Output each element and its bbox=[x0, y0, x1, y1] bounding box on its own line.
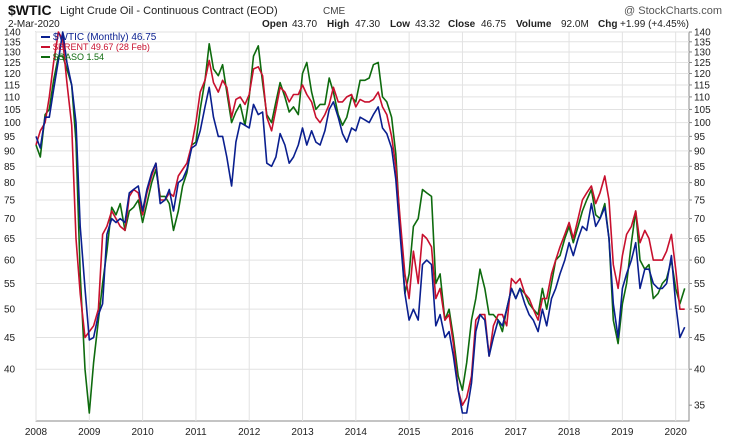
y-tick-left-label: 95 bbox=[4, 132, 16, 143]
legend-label-gaso: $GASO 1.54 bbox=[53, 52, 104, 62]
y-tick-right-label: 105 bbox=[694, 105, 711, 116]
y-tick-left-label: 125 bbox=[4, 58, 21, 69]
y-tick-left-label: 85 bbox=[4, 162, 16, 173]
x-tick-label: 2014 bbox=[345, 427, 368, 438]
high-value: 47.30 bbox=[355, 19, 380, 30]
y-tick-right-label: 75 bbox=[694, 196, 706, 207]
x-axis: 2008 2009 2010 2011 2012 2013 2014 2015 2016 2017… bbox=[25, 427, 687, 438]
y-tick-right-label: 100 bbox=[694, 118, 711, 129]
y-tick-left-label: 45 bbox=[4, 333, 16, 344]
y-tick-right-label: 65 bbox=[694, 234, 706, 245]
x-tick-label: 2015 bbox=[398, 427, 421, 438]
x-tick-label: 2011 bbox=[185, 427, 207, 438]
close-label: Close bbox=[448, 19, 476, 30]
y-tick-right-label: 60 bbox=[694, 256, 706, 267]
plot-border bbox=[35, 31, 690, 422]
y-tick-right-label: 90 bbox=[694, 146, 706, 157]
y-tick-left-label: 105 bbox=[4, 105, 21, 116]
y-tick-left-label: 90 bbox=[4, 146, 16, 157]
y-tick-left-label: 60 bbox=[4, 256, 16, 267]
x-tick-label: 2020 bbox=[665, 427, 688, 438]
y-tick-left-label: 70 bbox=[4, 214, 16, 225]
x-tick-label: 2016 bbox=[451, 427, 474, 438]
legend-label-brent: $BRENT 49.67 (28 Feb) bbox=[53, 42, 150, 52]
y-tick-right-label: 125 bbox=[694, 58, 711, 69]
y-tick-right-label: 80 bbox=[694, 178, 706, 189]
y-tick-left-label: 100 bbox=[4, 118, 21, 129]
chg-label: Chg bbox=[598, 19, 617, 30]
y-tick-right-label: 135 bbox=[694, 37, 711, 48]
copyright: @ StockCharts.com bbox=[624, 5, 722, 17]
y-tick-right-label: 95 bbox=[694, 132, 706, 143]
y-tick-right-label: 70 bbox=[694, 214, 706, 225]
grid-lines bbox=[35, 31, 689, 421]
series-line-wtic bbox=[35, 31, 686, 414]
close-value: 46.75 bbox=[481, 19, 506, 30]
volume-label: Volume bbox=[516, 19, 552, 30]
x-tick-label: 2008 bbox=[25, 427, 48, 438]
plot-area: 4045505560657075808590951001051101151201… bbox=[4, 28, 711, 439]
legend-label-wtic: $WTIC (Monthly) 46.75 bbox=[53, 32, 157, 43]
x-tick-label: 2010 bbox=[131, 427, 154, 438]
exchange: CME bbox=[323, 6, 346, 17]
x-tick-label: 2009 bbox=[78, 427, 101, 438]
open-value: 43.70 bbox=[292, 19, 317, 30]
x-tick-label: 2017 bbox=[505, 427, 528, 438]
symbol: $WTIC bbox=[8, 2, 52, 18]
open-label: Open bbox=[262, 19, 288, 30]
quote-date: 2-Mar-2020 bbox=[8, 19, 60, 30]
high-label: High bbox=[327, 19, 349, 30]
y-tick-left-label: 130 bbox=[4, 47, 21, 58]
y-tick-right-label: 45 bbox=[694, 333, 706, 344]
y-tick-right-label: 55 bbox=[694, 279, 706, 290]
y-tick-left-label: 120 bbox=[4, 69, 21, 80]
y-tick-left-label: 50 bbox=[4, 305, 16, 316]
x-tick-label: 2012 bbox=[238, 427, 261, 438]
y-tick-left-label: 80 bbox=[4, 178, 16, 189]
y-tick-left-label: 65 bbox=[4, 234, 16, 245]
volume-value: 92.0M bbox=[561, 19, 589, 30]
y-tick-left-label: 115 bbox=[4, 80, 20, 91]
y-tick-right-label: 130 bbox=[694, 47, 711, 58]
chg-value: +1.99 (+4.45%) bbox=[620, 19, 689, 30]
x-tick-label: 2019 bbox=[611, 427, 634, 438]
y-tick-left-label: 140 bbox=[4, 28, 21, 39]
y-tick-left-label: 110 bbox=[4, 92, 20, 103]
left-axis: 4045505560657075808590951001051101151201… bbox=[4, 28, 21, 376]
y-tick-right-label: 140 bbox=[694, 28, 711, 39]
low-value: 43.32 bbox=[415, 19, 440, 30]
y-tick-left-label: 75 bbox=[4, 196, 16, 207]
y-tick-left-label: 55 bbox=[4, 279, 16, 290]
y-tick-left-label: 135 bbox=[4, 37, 21, 48]
low-label: Low bbox=[390, 19, 410, 30]
y-tick-right-label: 50 bbox=[694, 305, 706, 316]
right-axis: 3540455055606570758085909510010511011512… bbox=[689, 28, 711, 412]
instrument-name: Light Crude Oil - Continuous Contract (E… bbox=[60, 5, 278, 17]
y-tick-right-label: 40 bbox=[694, 365, 706, 376]
y-tick-right-label: 115 bbox=[694, 80, 710, 91]
x-tick-label: 2013 bbox=[291, 427, 314, 438]
y-tick-right-label: 110 bbox=[694, 92, 710, 103]
series-line-gaso bbox=[35, 43, 686, 414]
y-tick-left-label: 40 bbox=[4, 365, 16, 376]
legend: $WTIC (Monthly) 46.75 $BRENT 49.67 (28 F… bbox=[41, 32, 157, 62]
y-tick-right-label: 35 bbox=[694, 401, 706, 412]
x-tick-label: 2018 bbox=[558, 427, 581, 438]
series-lines bbox=[35, 31, 686, 414]
y-tick-right-label: 85 bbox=[694, 162, 706, 173]
y-tick-right-label: 120 bbox=[694, 69, 711, 80]
